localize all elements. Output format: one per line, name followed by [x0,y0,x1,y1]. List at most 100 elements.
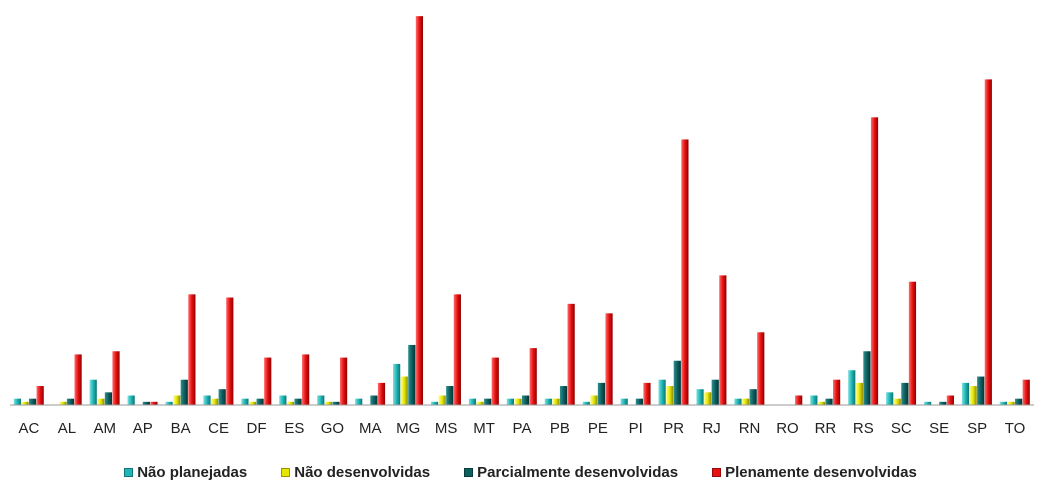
bar-sp-plenamente-desenvolvidas [984,79,992,405]
x-tick-label-pb: PB [550,420,570,437]
bar-sc-parcialmente-desenvolvidas [901,382,909,405]
bar-rj-plenamente-desenvolvidas [719,275,727,405]
bar-pb-plenamente-desenvolvidas [567,303,575,405]
bar-ba-nao-planejadas [165,401,173,405]
legend-swatch-parcialmente-desenvolvidas [464,467,474,477]
x-tick-label-al: AL [58,420,76,437]
legend-swatch-plenamente-desenvolvidas [712,467,722,477]
bar-es-plenamente-desenvolvidas [302,354,310,405]
bar-sp-nao-planejadas [961,382,970,405]
bar-ap-parcialmente-desenvolvidas [142,401,150,405]
bar-pi-plenamente-desenvolvidas [643,382,651,405]
bar-rn-parcialmente-desenvolvidas [749,389,757,405]
bar-rj-nao-planejadas [696,389,704,405]
bar-ce-parcialmente-desenvolvidas [218,389,226,405]
bar-rs-parcialmente-desenvolvidas [863,351,871,405]
bar-es-parcialmente-desenvolvidas [294,398,302,405]
bar-mt-nao-planejadas [468,398,477,405]
bar-mg-plenamente-desenvolvidas [415,16,424,405]
bar-se-nao-planejadas [923,401,932,405]
bar-al-parcialmente-desenvolvidas [66,398,75,405]
bar-mg-nao-desenvolvidas [400,376,408,405]
bar-pr-nao-desenvolvidas [666,386,674,405]
bar-rr-nao-planejadas [810,395,818,405]
bar-sc-nao-desenvolvidas [893,398,901,405]
bar-ba-parcialmente-desenvolvidas [180,379,188,405]
bar-mg-parcialmente-desenvolvidas [408,344,416,405]
bar-am-parcialmente-desenvolvidas [104,392,113,405]
x-tick-label-rr: RR [815,420,837,437]
bar-rj-nao-desenvolvidas [704,392,712,405]
bar-pa-parcialmente-desenvolvidas [522,395,530,405]
bar-ce-nao-planejadas [203,395,211,405]
bar-sc-nao-planejadas [886,392,894,405]
bar-pa-nao-desenvolvidas [514,398,522,405]
bar-am-nao-planejadas [89,379,97,405]
bar-pi-parcialmente-desenvolvidas [635,398,643,405]
legend: Não planejadas Não desenvolvidas Parcial… [0,461,1041,483]
bar-rs-plenamente-desenvolvidas [870,117,879,405]
bar-pb-parcialmente-desenvolvidas [559,386,568,405]
bar-rs-nao-desenvolvidas [855,382,863,405]
x-tick-label-ba: BA [171,420,191,437]
bar-pa-nao-planejadas [506,398,514,405]
bar-rn-plenamente-desenvolvidas [757,332,765,405]
legend-label-nao-planejadas: Não planejadas [137,463,248,481]
bar-pr-parcialmente-desenvolvidas [673,360,681,405]
bar-pe-nao-desenvolvidas [590,395,598,405]
legend-item-nao-desenvolvidas: Não desenvolvidas [281,464,430,481]
bar-pr-nao-planejadas [658,379,666,405]
bar-go-nao-desenvolvidas [324,401,332,405]
bar-rs-nao-planejadas [848,370,856,405]
x-tick-label-ce: CE [208,420,229,437]
x-tick-label-ro: RO [776,420,799,437]
bar-am-plenamente-desenvolvidas [112,351,120,405]
bar-to-nao-desenvolvidas [1007,401,1015,405]
bar-ms-nao-planejadas [430,401,439,405]
bar-to-plenamente-desenvolvidas [1022,379,1030,405]
bar-rn-nao-desenvolvidas [741,398,750,405]
legend-item-nao-planejadas: Não planejadas [124,464,247,481]
x-tick-labels: AC AL AM AP BA CE DF ES GO MA MG MS MT PA PB PE PI PR RJ RN… [19,420,1026,437]
bar-es-nao-planejadas [279,395,287,405]
bar-ba-nao-desenvolvidas [173,395,181,405]
bar-go-parcialmente-desenvolvidas [332,401,340,405]
bar-al-nao-desenvolvidas [59,401,67,405]
bar-ap-plenamente-desenvolvidas [150,401,158,405]
x-tick-label-ac: AC [19,420,40,437]
bar-ba-plenamente-desenvolvidas [188,294,196,405]
bar-df-nao-desenvolvidas [248,401,257,405]
bar-es-nao-desenvolvidas [286,401,295,405]
bar-rj-parcialmente-desenvolvidas [711,379,719,405]
bar-rr-nao-desenvolvidas [817,401,826,405]
bar-ap-nao-planejadas [127,395,135,405]
x-tick-label-pa: PA [513,420,532,437]
bar-se-plenamente-desenvolvidas [946,395,954,405]
bar-df-parcialmente-desenvolvidas [256,398,264,405]
bar-rr-plenamente-desenvolvidas [833,379,841,405]
bar-pe-nao-planejadas [582,401,590,405]
x-tick-label-sp: SP [967,420,987,437]
x-tick-label-es: ES [284,420,304,437]
x-tick-label-pe: PE [588,420,608,437]
bar-ce-nao-desenvolvidas [210,398,219,405]
x-tick-label-rj: RJ [702,420,720,437]
bar-pr-plenamente-desenvolvidas [681,139,689,405]
bar-sp-nao-desenvolvidas [969,386,977,405]
bar-am-nao-desenvolvidas [97,398,105,405]
bar-ro-plenamente-desenvolvidas [795,395,803,405]
legend-label-parcialmente-desenvolvidas: Parcialmente desenvolvidas [477,463,679,481]
bar-sp-parcialmente-desenvolvidas [977,376,985,405]
bar-pb-nao-planejadas [544,398,552,405]
bars-group [13,16,1030,405]
legend-item-parcialmente-desenvolvidas: Parcialmente desenvolvidas [464,464,678,481]
x-tick-label-rs: RS [853,420,874,437]
bar-sc-plenamente-desenvolvidas [908,281,917,405]
bar-rn-nao-planejadas [734,398,742,405]
x-tick-label-ap: AP [133,420,153,437]
x-tick-label-go: GO [321,420,344,437]
x-tick-label-pr: PR [663,420,684,437]
bar-pe-parcialmente-desenvolvidas [597,382,606,405]
legend-label-plenamente-desenvolvidas: Plenamente desenvolvidas [725,463,917,481]
bar-rr-parcialmente-desenvolvidas [825,398,833,405]
